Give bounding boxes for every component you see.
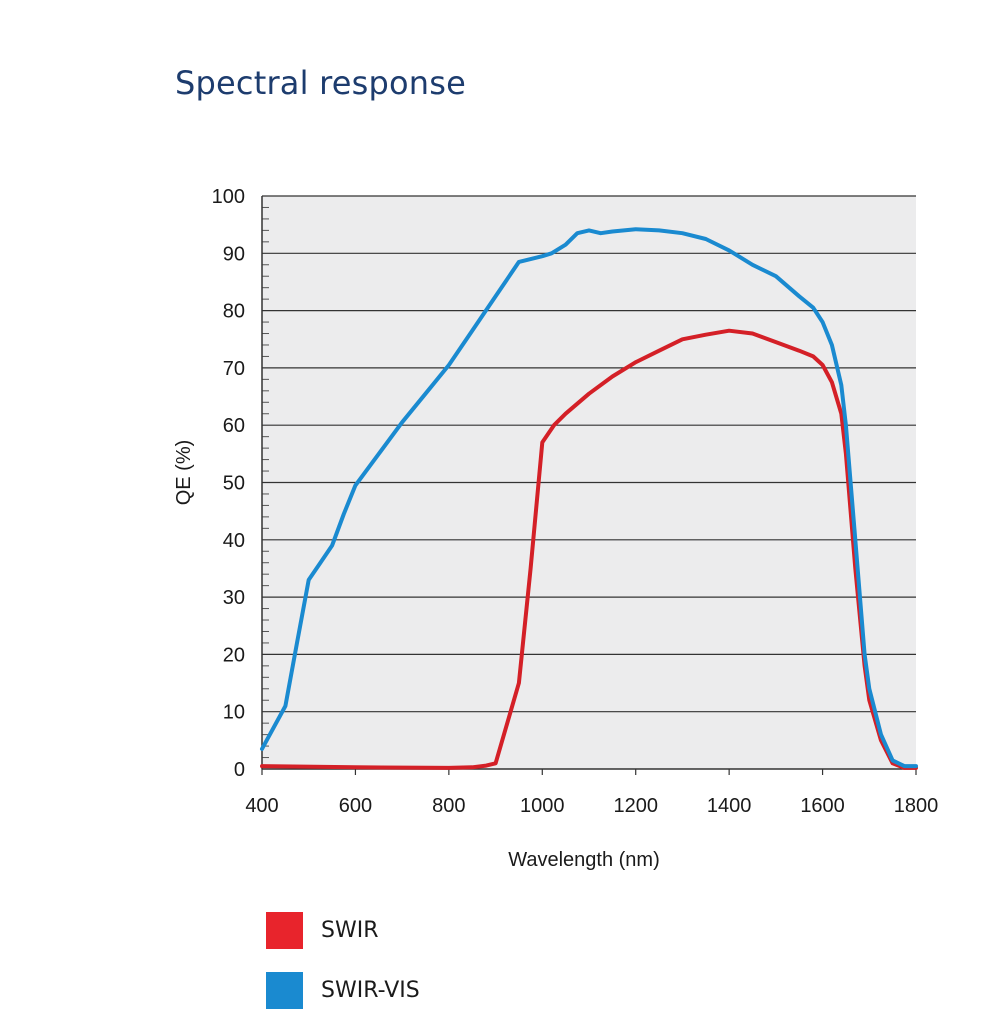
page-title: Spectral response [175,64,467,102]
legend-swatch-swir [266,911,303,949]
gridlines [262,195,916,713]
y-tick-label: 50 [223,473,245,495]
y-tick-labels: 0 10 20 30 40 50 60 70 80 90 100 [212,186,245,781]
x-tick-label: 1200 [613,795,658,817]
legend-item-swir-vis: SWIR-VIS [266,970,420,1010]
y-tick-label: 100 [212,186,245,208]
y-tick-label: 90 [223,243,245,265]
x-tick-label: 1600 [800,795,845,817]
x-tick-label: 1400 [707,795,752,817]
x-tick-label: 800 [432,795,465,817]
y-tick-label: 40 [223,530,245,552]
x-tick-label: 600 [339,795,372,817]
y-tick-label: 30 [223,587,245,609]
legend-label-swir-vis: SWIR-VIS [321,977,420,1003]
x-tick-label: 1000 [520,795,565,817]
x-axis-label: Wavelength (nm) [508,849,660,871]
x-tick-label: 400 [245,795,278,817]
x-tick-label: 1800 [894,795,939,817]
y-tick-label: 70 [223,358,245,380]
y-tick-label: 20 [223,644,245,666]
y-tick-label: 80 [223,301,245,323]
y-tick-label: 0 [234,759,245,781]
series-lines [260,227,918,770]
spectral-response-chart: 400 600 800 1000 1200 1400 1600 1800 0 10 20 30 40 5… [173,186,938,871]
legend: SWIR SWIR-VIS [266,910,420,1030]
y-axis-label: QE (%) [173,440,195,506]
series-line-swir-vis [260,227,918,769]
x-tick-labels: 400 600 800 1000 1200 1400 1600 1800 [245,795,938,817]
legend-item-swir: SWIR [266,910,420,950]
legend-swatch-swir-vis [266,971,303,1009]
y-tick-label: 60 [223,415,245,437]
y-tick-label: 10 [223,702,245,724]
legend-label-swir: SWIR [321,917,379,943]
